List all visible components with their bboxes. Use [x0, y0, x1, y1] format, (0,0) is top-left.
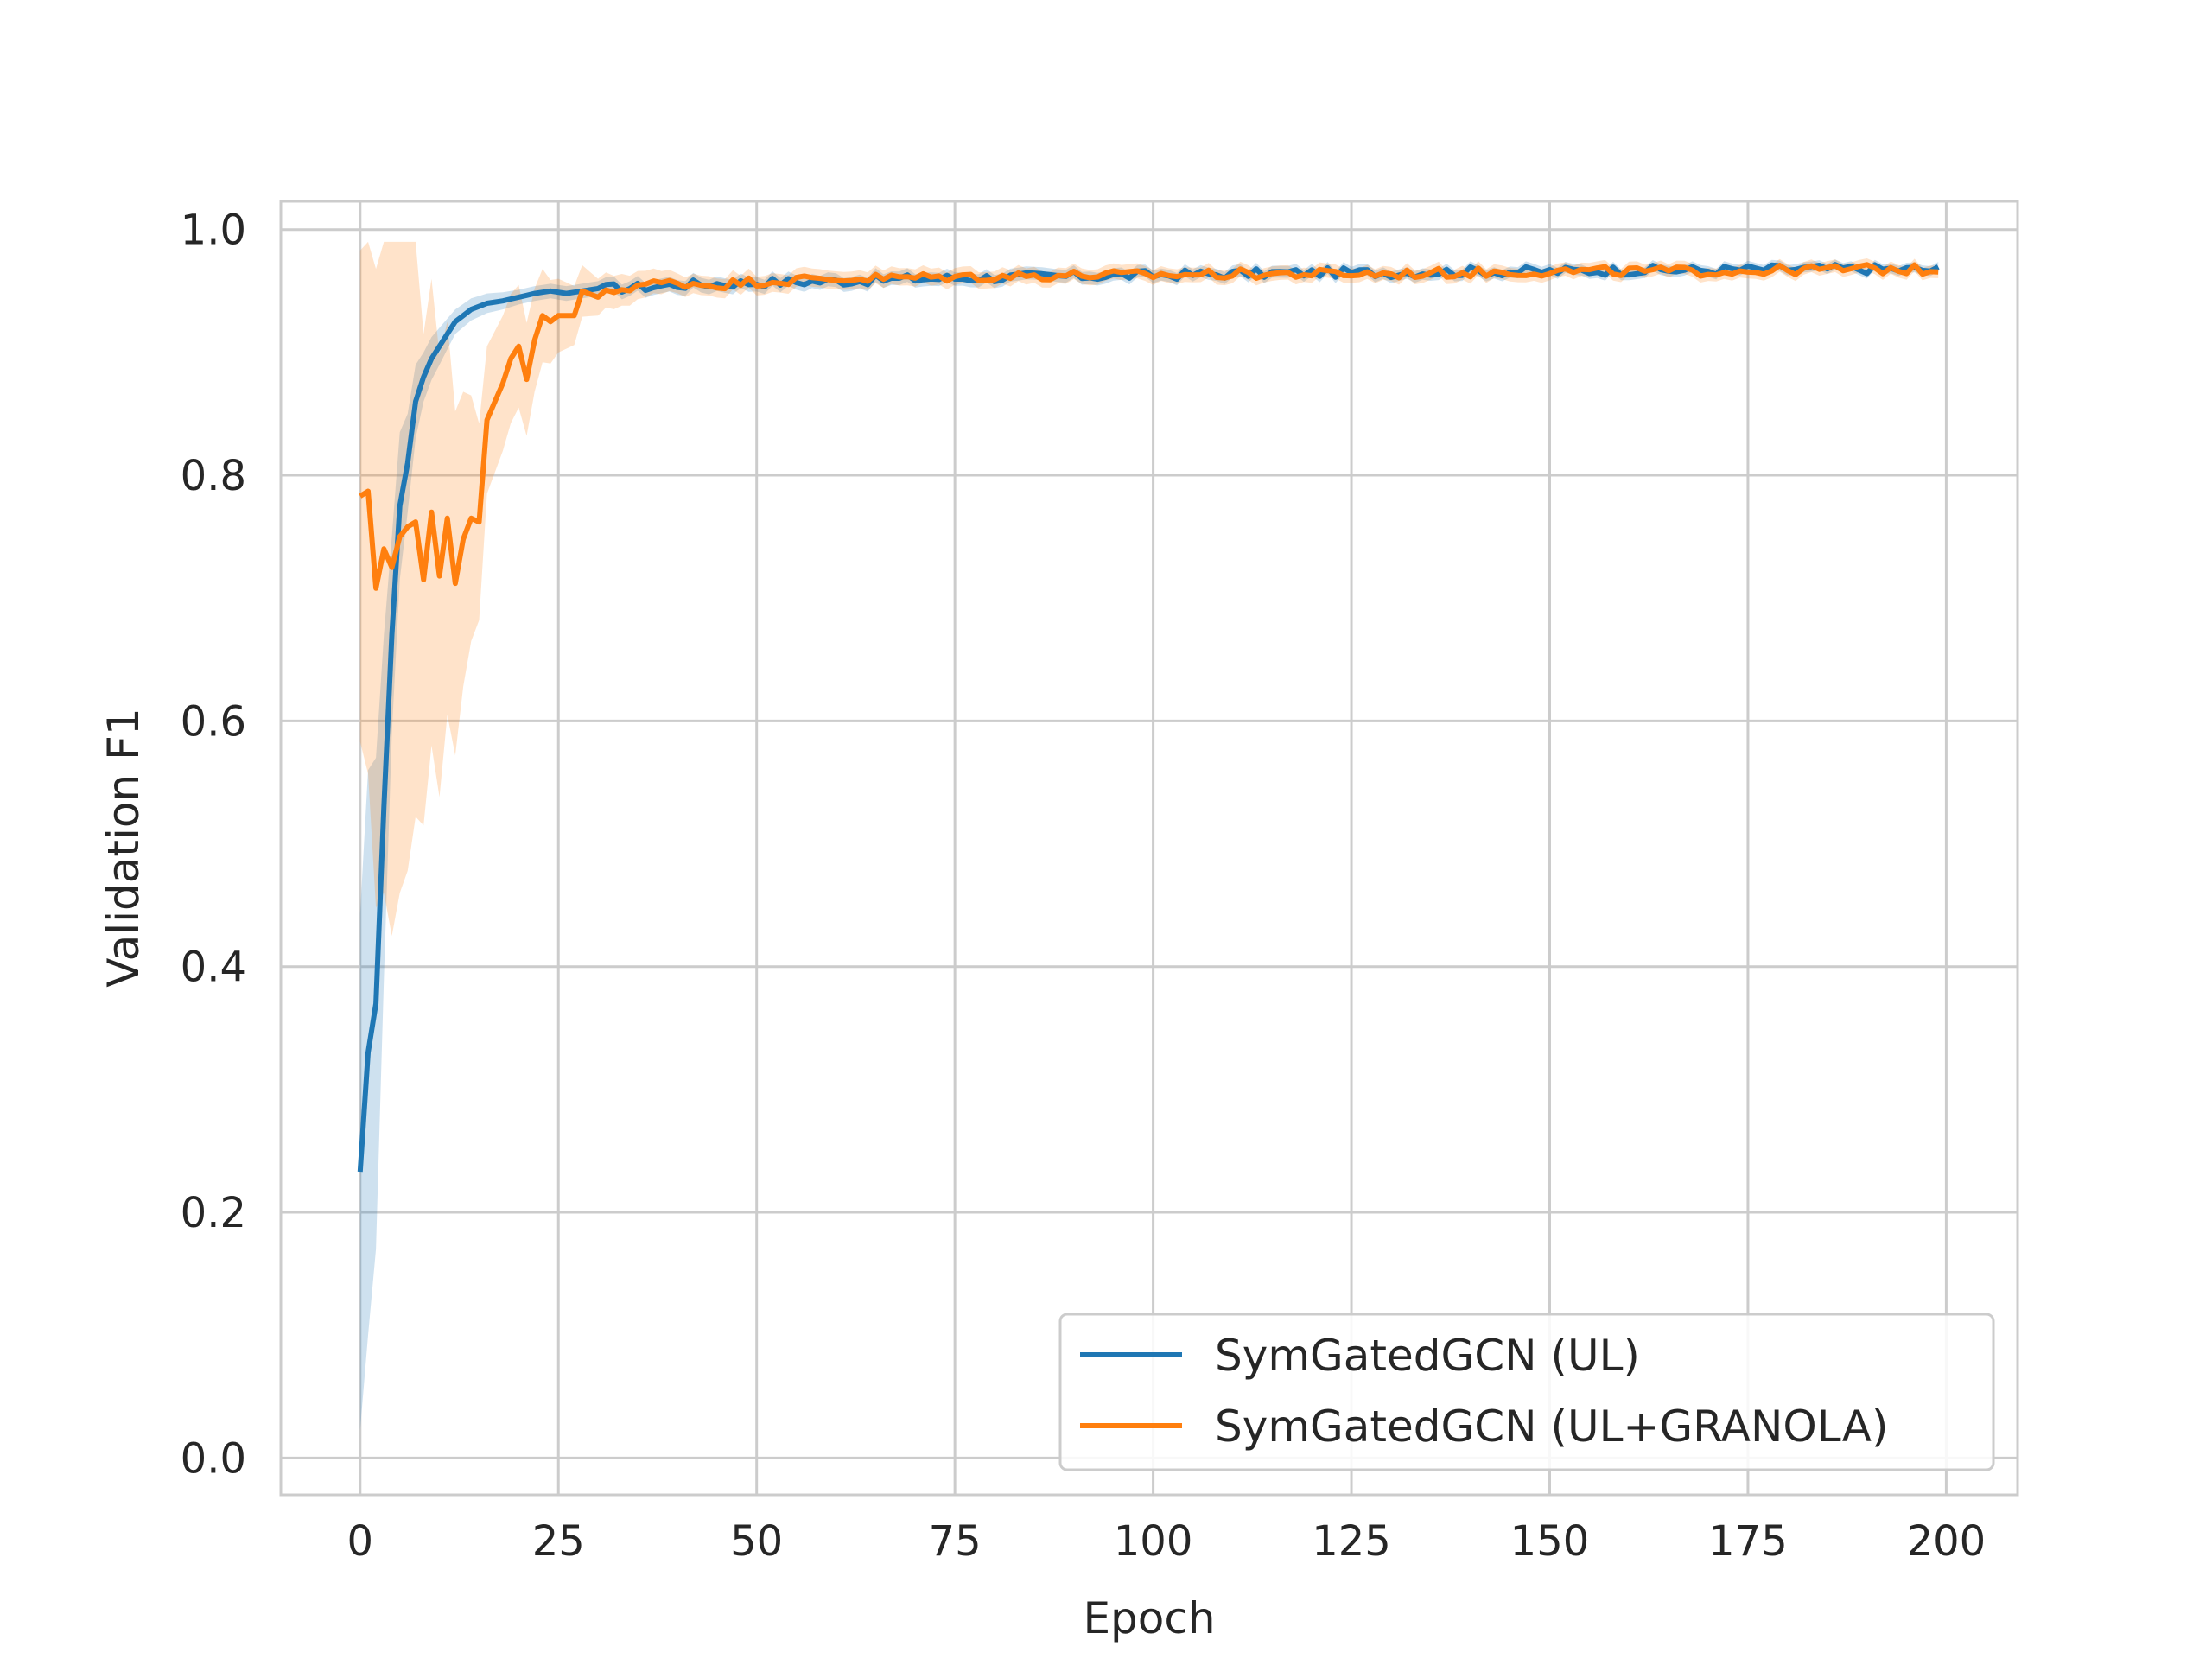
x-tick-label: 25: [532, 1517, 585, 1566]
x-tick-label: 200: [1907, 1517, 1986, 1566]
x-tick-label: 75: [929, 1517, 982, 1566]
x-tick-label: 150: [1510, 1517, 1590, 1566]
legend-box: [1058, 1313, 1995, 1471]
y-tick-label: 0.8: [181, 452, 246, 500]
grid-lines: [281, 201, 2018, 1495]
y-axis-ticks: 0.0 0.2 0.4 0.6 0.8 1.0: [181, 207, 246, 1484]
y-tick-label: 0.4: [181, 944, 246, 992]
x-tick-label: 0: [347, 1517, 374, 1566]
plot-frame: [279, 200, 2019, 1497]
legend-label-ul: SymGatedGCN (UL): [1215, 1331, 1640, 1381]
x-tick-label: 175: [1708, 1517, 1788, 1566]
x-tick-label: 100: [1114, 1517, 1193, 1566]
plot-background: [281, 201, 2018, 1495]
y-tick-label: 0.0: [181, 1434, 246, 1483]
x-axis-ticks: 0 25 50 75 100 125 150 175 200: [347, 1517, 1986, 1566]
confidence-bands: [359, 241, 1939, 1430]
legend-label-ul-granola: SymGatedGCN (UL+GRANOLA): [1215, 1402, 1888, 1452]
x-tick-label: 50: [730, 1517, 783, 1566]
x-tick-label: 125: [1312, 1517, 1391, 1566]
confidence-band-2: [359, 241, 1939, 937]
y-tick-label: 0.2: [181, 1189, 246, 1237]
y-tick-label: 0.6: [181, 697, 246, 746]
y-tick-label: 1.0: [181, 207, 246, 255]
y-axis-label: Validation F1: [99, 708, 149, 987]
series-lines: [357, 262, 1940, 1173]
legend: SymGatedGCN (UL) SymGatedGCN (UL+GRANOLA…: [1058, 1313, 1995, 1471]
x-axis-label: Epoch: [1083, 1593, 1215, 1643]
series-line-2: [359, 262, 1939, 591]
